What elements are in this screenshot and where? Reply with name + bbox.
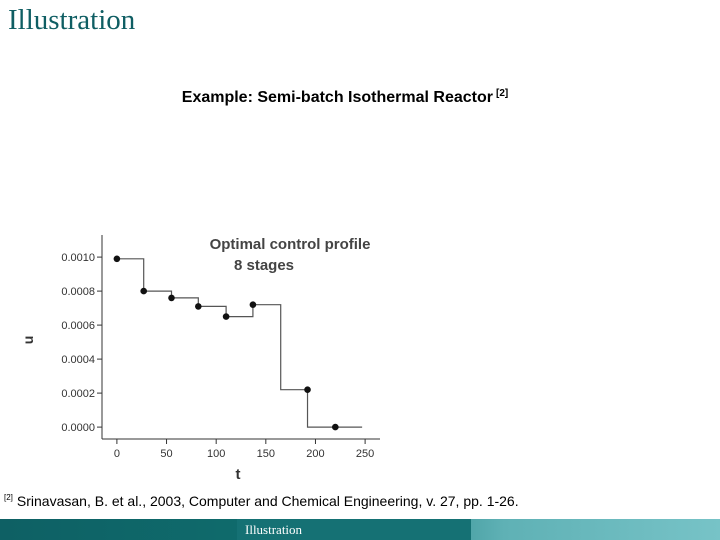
x-tick-label: 100 [207,448,225,460]
citation: [2] Srinavasan, B. et al., 2003, Computer… [4,493,519,509]
x-axis-label: t [236,466,241,483]
chart-axes [101,235,380,440]
x-tick-label: 250 [356,448,374,460]
data-point [195,303,202,310]
slide-title: Illustration [8,4,136,36]
chart-ticks: 0.0000 0.0002 0.0004 0.0006 0.0008 0.0010 0 50 1… [61,252,374,460]
y-tick-label: 0.0002 [61,388,95,400]
y-tick-label: 0.0004 [61,354,95,366]
x-tick-label: 50 [160,448,172,460]
y-axis-label: u [20,336,36,345]
footer-label: Illustration [245,522,303,537]
data-point [249,301,257,308]
control-profile-line [116,258,363,428]
y-tick-label: 0.0010 [61,252,95,264]
x-tick-label: 0 [114,448,120,460]
data-point [332,423,339,431]
data-point [304,386,311,393]
data-point [113,255,121,263]
slide-subtitle: Example: Semi-batch Isothermal Reactor [2… [0,88,690,107]
y-tick-label: 0.0000 [61,422,95,434]
chart-series [113,255,363,431]
x-tick-label: 150 [257,448,275,460]
y-tick-label: 0.0006 [61,320,95,332]
data-point [168,294,175,302]
footer-title-segment [237,519,471,540]
data-point [222,313,230,320]
citation-text: Srinavasan, B. et al., 2003, Computer an… [16,493,519,509]
y-tick-label: 0.0008 [61,286,95,298]
chart-subtitle: 8 stages [234,257,294,274]
chart-title: Optimal control profile [210,236,371,253]
chart-container: 0.0000 0.0002 0.0004 0.0006 0.0008 0.0010 0 50 1… [20,225,400,487]
citation-reference: [2] [4,493,13,502]
subtitle-reference: [2] [495,88,509,99]
subtitle-text: Example: Semi-batch Isothermal Reactor [181,89,493,106]
x-tick-label: 200 [306,448,324,460]
data-point [140,287,147,295]
step-chart: 0.0000 0.0002 0.0004 0.0006 0.0008 0.0010 0 50 1… [20,235,380,483]
